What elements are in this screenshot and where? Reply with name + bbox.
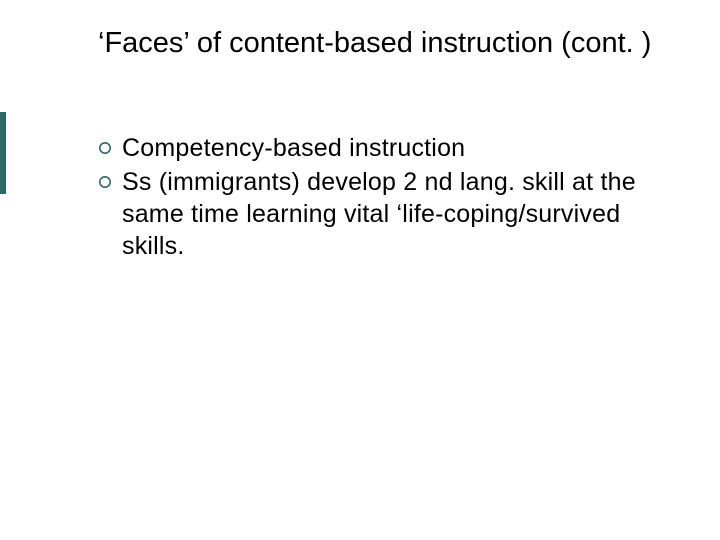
hollow-circle-icon <box>98 141 112 155</box>
slide-title: ‘Faces’ of content-based instruction (co… <box>98 26 660 61</box>
bullet-text: Ss (immigrants) develop 2 nd lang. skill… <box>122 166 650 262</box>
slide: { "title": "\u2018Faces\u2019 of content… <box>0 0 720 540</box>
bullet-text: Competency-based instruction <box>122 132 650 164</box>
hollow-circle-icon <box>98 175 112 189</box>
bullet-item: Ss (immigrants) develop 2 nd lang. skill… <box>98 166 650 262</box>
bullet-item: Competency-based instruction <box>98 132 650 164</box>
accent-bar <box>0 112 6 194</box>
slide-body: Competency-based instruction Ss (immigra… <box>98 132 650 264</box>
